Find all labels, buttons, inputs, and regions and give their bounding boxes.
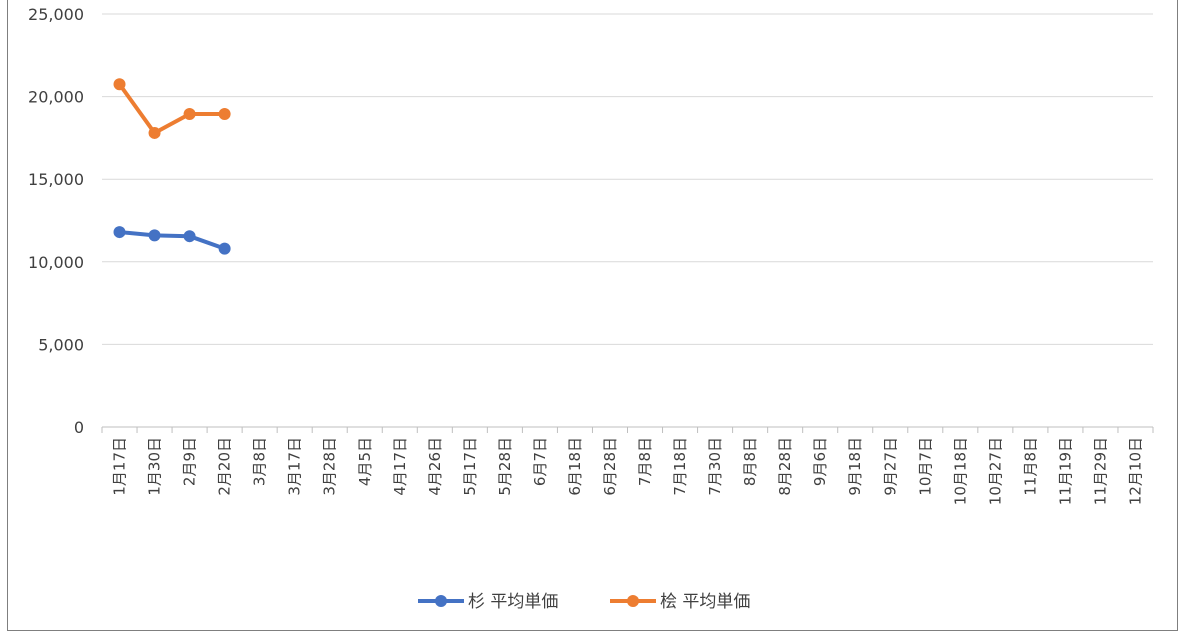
x-tick-label: 8月8日 <box>741 437 759 486</box>
legend-label: 桧 平均単価 <box>660 592 750 612</box>
x-tick-label: 1月30日 <box>146 437 164 496</box>
x-tick-label: 9月6日 <box>811 437 829 486</box>
series-line <box>117 82 227 135</box>
legend-marker <box>435 595 447 607</box>
x-tick-label: 4月5日 <box>356 437 374 486</box>
data-point <box>113 78 126 91</box>
gridlines <box>102 13 1153 345</box>
x-tick-label: 7月18日 <box>671 437 689 496</box>
x-tick-label: 4月17日 <box>391 437 409 496</box>
x-tick-label: 1月17日 <box>111 437 129 496</box>
x-tick-label: 6月28日 <box>601 437 619 496</box>
x-tick-label: 10月27日 <box>986 437 1004 505</box>
x-tick-label: 5月28日 <box>496 437 514 496</box>
x-tick-label: 3月17日 <box>286 437 304 496</box>
x-tick-label: 11月8日 <box>1021 437 1039 496</box>
x-tick-label: 11月19日 <box>1056 437 1074 505</box>
data-point <box>183 107 196 120</box>
legend-item[interactable]: 桧 平均単価 <box>610 592 750 612</box>
x-tick-label: 3月28日 <box>321 437 339 496</box>
x-tick-label: 6月7日 <box>531 437 549 486</box>
data-point <box>148 126 161 139</box>
data-point <box>218 107 231 120</box>
data-point <box>113 226 126 239</box>
x-tick-label: 4月26日 <box>426 437 444 496</box>
x-tick-label: 10月7日 <box>916 437 934 496</box>
x-tick-label: 8月28日 <box>776 437 794 496</box>
x-tick-label: 11月29日 <box>1091 437 1109 505</box>
y-tick-label: 15,000 <box>28 170 84 189</box>
x-tick-label: 7月8日 <box>636 437 654 486</box>
x-tick-label: 9月27日 <box>881 437 899 496</box>
legend-marker <box>627 595 639 607</box>
y-axis: 0 5,000 10,000 15,000 20,000 25,000 <box>28 5 84 437</box>
series-layer <box>113 78 231 255</box>
y-tick-label: 20,000 <box>28 88 84 107</box>
y-tick-label: 10,000 <box>28 253 84 272</box>
x-tick-label: 5月17日 <box>461 437 479 496</box>
x-tick-label: 2月9日 <box>181 437 199 486</box>
legend-item[interactable]: 杉 平均単価 <box>418 592 558 612</box>
y-tick-label: 0 <box>74 418 84 437</box>
data-point <box>218 242 231 255</box>
chart-area <box>7 0 1178 631</box>
y-tick-label: 5,000 <box>38 335 84 354</box>
x-tick-label: 3月8日 <box>251 437 269 486</box>
x-tick-label: 10月18日 <box>951 437 969 505</box>
x-tick-label: 2月20日 <box>216 437 234 496</box>
x-tick-label: 6月18日 <box>566 437 584 496</box>
x-tick-label: 7月30日 <box>706 437 724 496</box>
y-tick-label: 25,000 <box>28 5 84 24</box>
data-point <box>148 229 161 242</box>
legend[interactable]: 杉 平均単価 桧 平均単価 <box>418 592 750 612</box>
legend-label: 杉 平均単価 <box>468 592 558 612</box>
x-tick-label: 9月18日 <box>846 437 864 496</box>
series-line <box>117 230 227 251</box>
data-point <box>183 230 196 243</box>
x-axis: 1月17日 1月30日 2月9日 2月20日 3月8日 3月17日 3月28日 4月5日 4月1… <box>101 426 1154 505</box>
x-tick-label: 12月10日 <box>1126 437 1144 505</box>
